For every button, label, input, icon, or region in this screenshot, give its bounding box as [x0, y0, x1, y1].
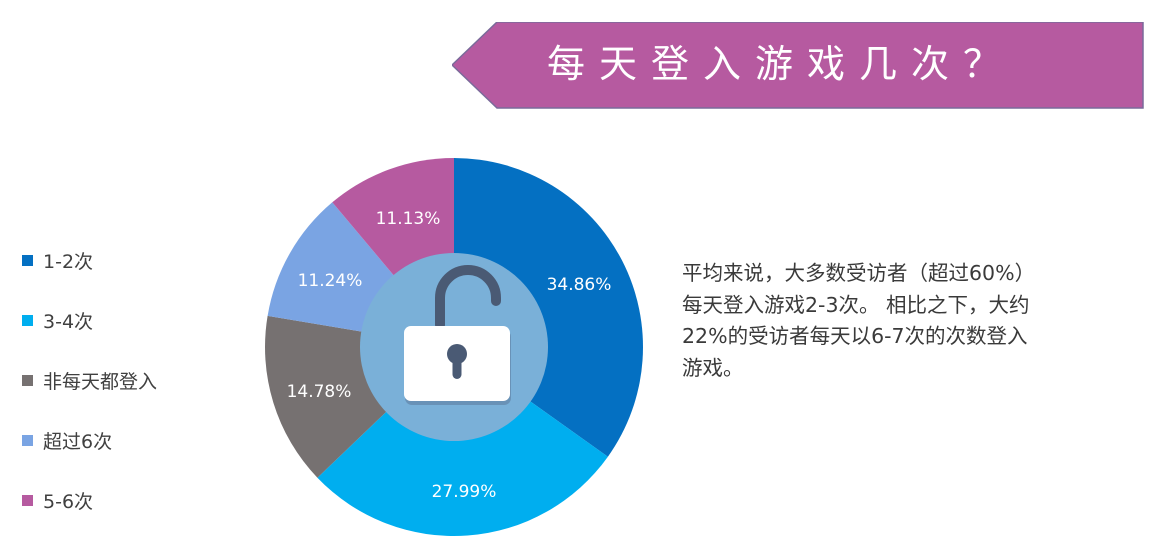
legend-swatch-icon [22, 494, 33, 506]
unlocked-padlock-icon [404, 265, 511, 405]
pie-chart: 34.86% 27.99% 14.78% 11.24% 11.13% [264, 157, 644, 537]
legend-swatch-icon [22, 434, 33, 446]
legend-item: 非每天都登入 [22, 365, 157, 395]
legend-item: 超过6次 [22, 425, 112, 455]
slice-label-1-2: 34.86% [547, 275, 612, 295]
summary-line: 平均来说，大多数受访者（超过60%） [682, 261, 1036, 285]
summary-line: 游戏。 [682, 355, 744, 380]
page-title: 每天登入游戏几次？ [547, 42, 1016, 86]
pie-svg: 34.86% 27.99% 14.78% 11.24% 11.13% [265, 157, 643, 537]
legend-item: 3-4次 [22, 305, 93, 335]
legend-label: 非每天都登入 [43, 370, 158, 393]
banner-arrow-shape [452, 22, 1144, 109]
legend-swatch-icon [22, 314, 33, 326]
slice-1-2 [454, 158, 643, 457]
slice-3-4 [317, 347, 608, 537]
legend-label: 3-4次 [43, 310, 94, 333]
legend-label: 超过6次 [43, 430, 113, 453]
legend-label: 5-6次 [43, 490, 94, 513]
summary-line: 22%的受访者每天以6-7次的次数登入 [682, 324, 1028, 348]
title-banner: 每天登入游戏几次？ [452, 22, 1144, 109]
legend-label: 1-2次 [43, 250, 94, 273]
legend-item: 1-2次 [22, 245, 93, 275]
slice-label-over-6: 11.24% [298, 271, 363, 291]
summary-line: 每天登入游戏2-3次。 相比之下，大约 [682, 292, 1030, 317]
legend-swatch-icon [22, 374, 33, 386]
slice-label-3-4: 27.99% [432, 482, 497, 502]
slice-label-5-6: 11.13% [376, 209, 441, 229]
slice-label-not-daily: 14.78% [287, 382, 352, 402]
legend-swatch-icon [22, 254, 33, 266]
summary-text: 平均来说，大多数受访者（超过60%） 每天登入游戏2-3次。 相比之下，大约 2… [682, 258, 1122, 384]
legend-item: 5-6次 [22, 485, 93, 515]
